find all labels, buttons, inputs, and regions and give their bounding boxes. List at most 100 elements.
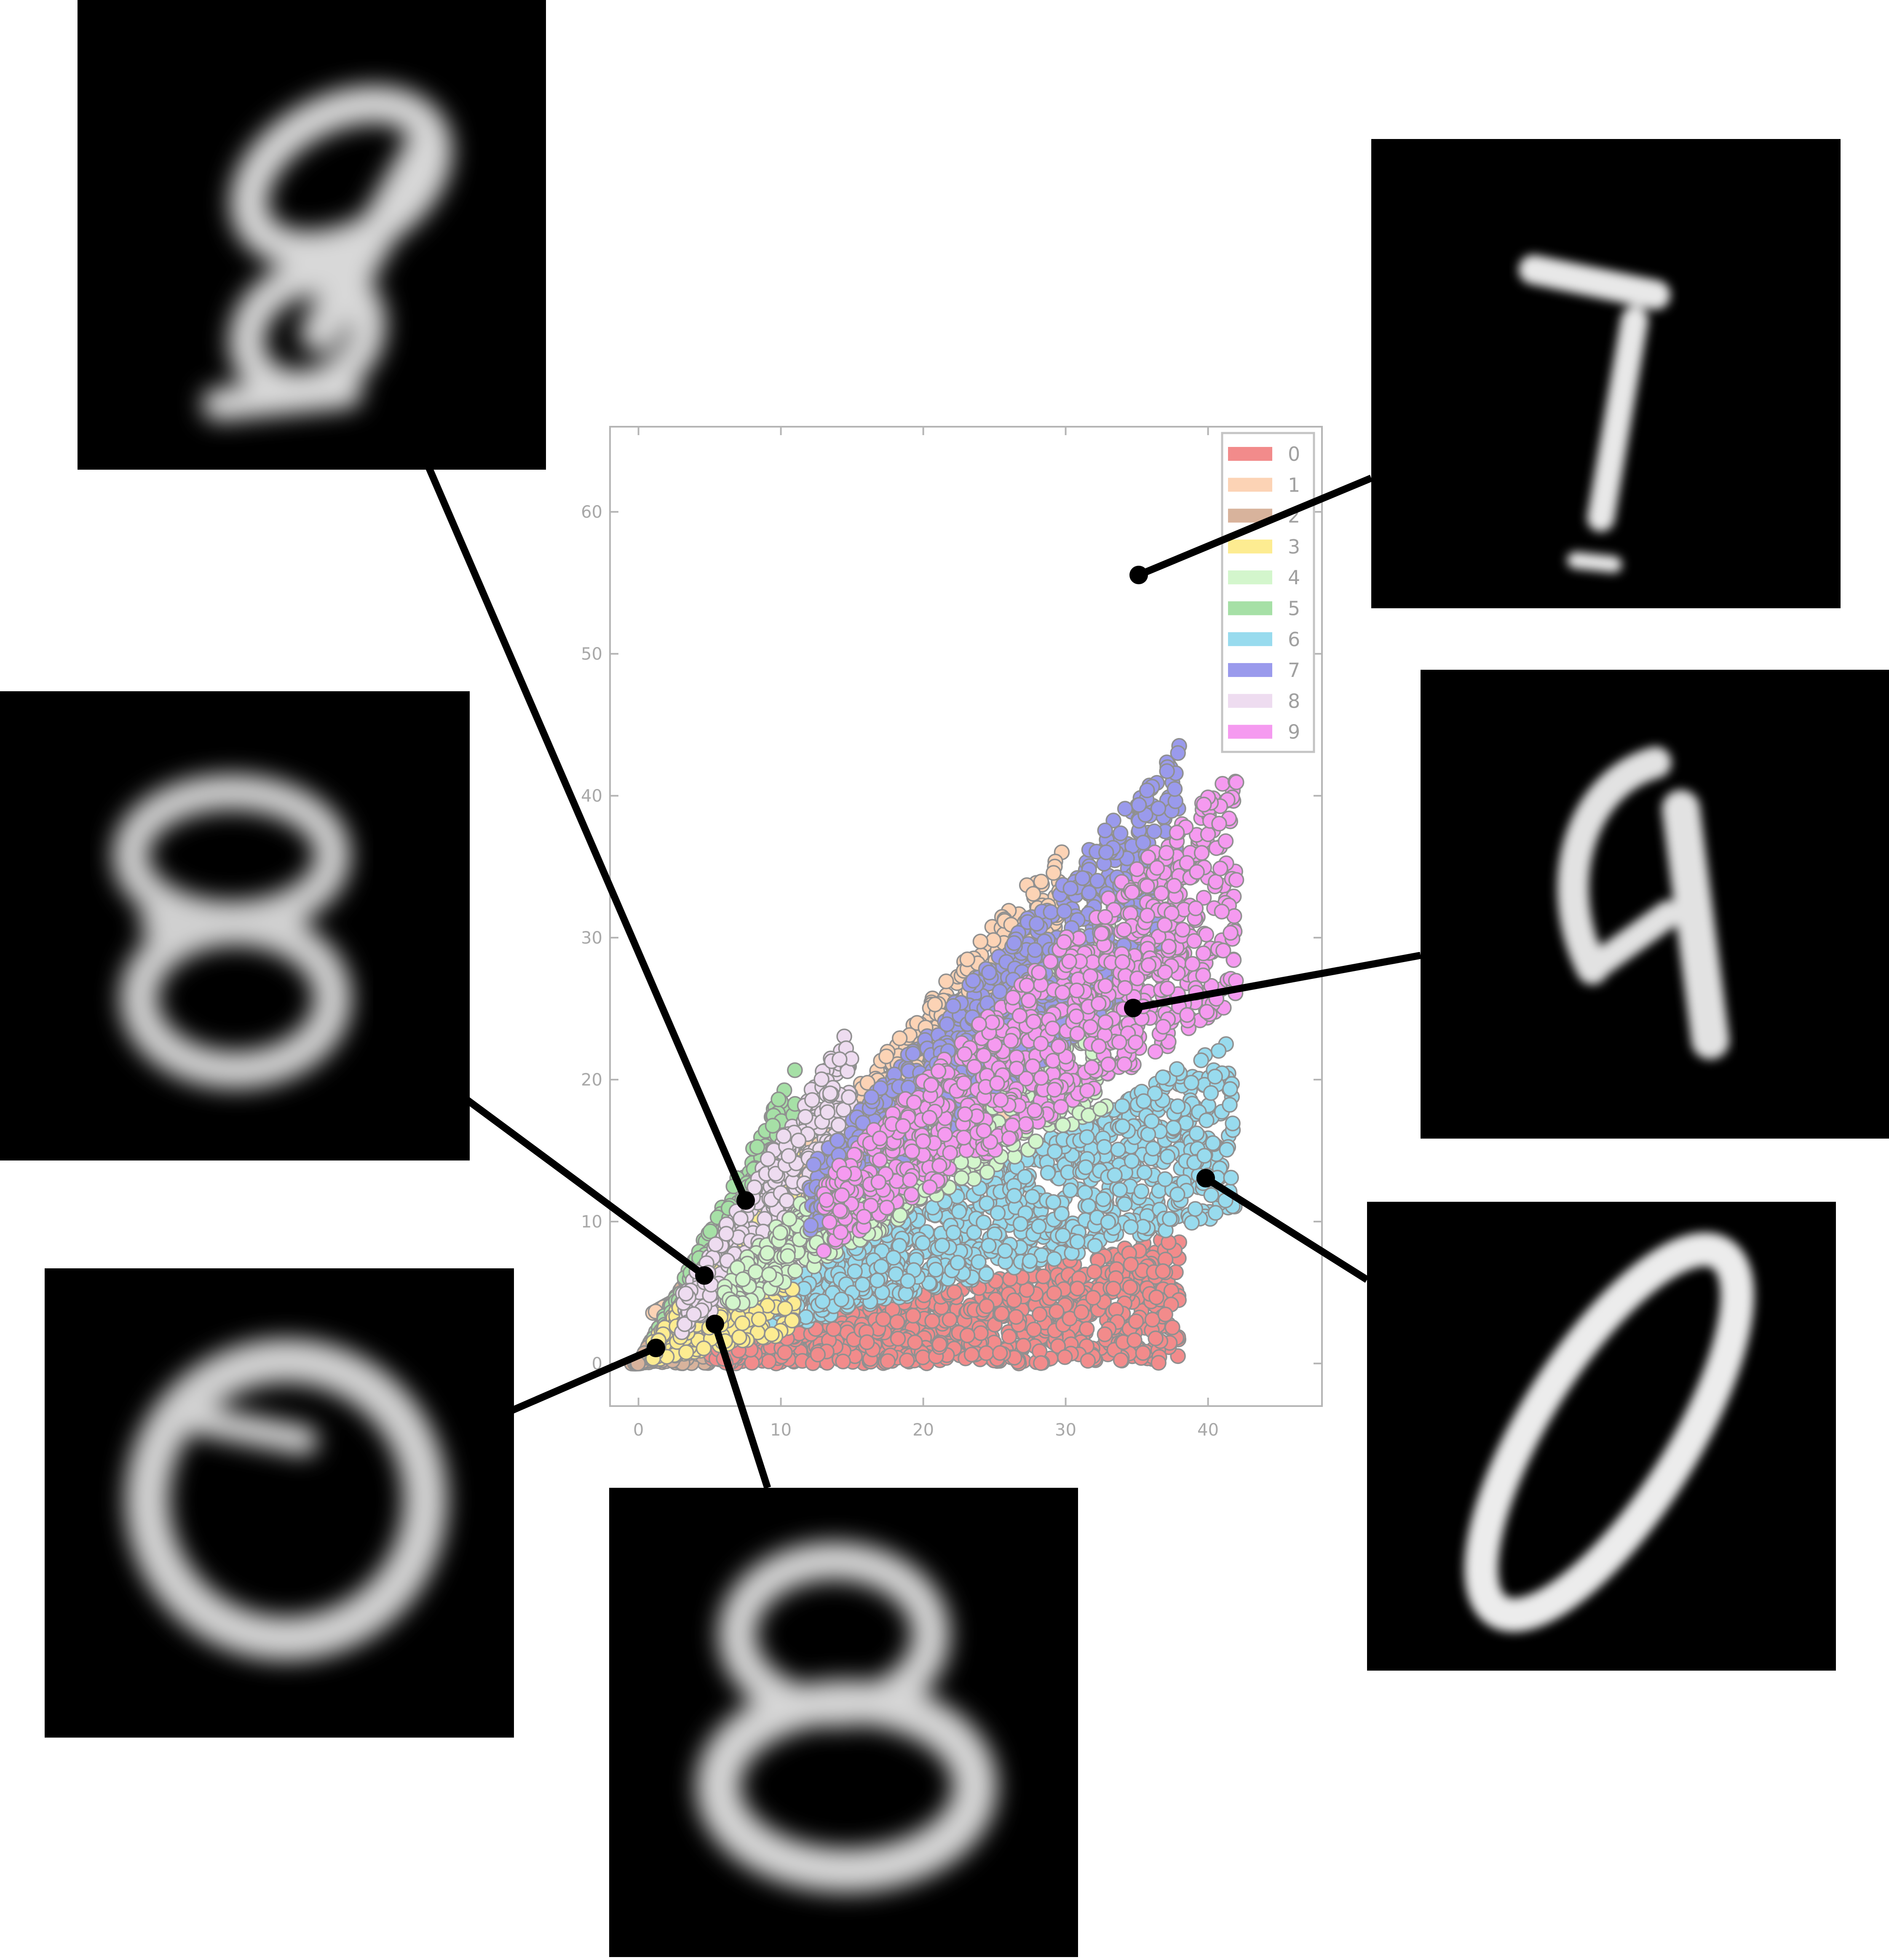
data-point-digit-6 xyxy=(1207,1205,1224,1221)
data-point-digit-6 xyxy=(928,1262,944,1278)
data-point-digit-0 xyxy=(1164,1319,1180,1335)
data-point-digit-6 xyxy=(997,1243,1013,1259)
data-point-digit-0 xyxy=(859,1334,875,1350)
data-point-digit-6 xyxy=(1188,1125,1205,1142)
data-point-digit-6 xyxy=(1110,1142,1126,1158)
data-point-digit-0 xyxy=(973,1325,989,1341)
data-point-digit-6 xyxy=(1136,1093,1152,1109)
data-point-digit-6 xyxy=(1145,1140,1161,1157)
data-point-digit-6 xyxy=(1045,1194,1062,1210)
data-point-digit-0 xyxy=(978,1345,994,1361)
data-point-digit-6 xyxy=(1193,1052,1209,1068)
data-point-digit-6 xyxy=(934,1238,950,1254)
data-point-digit-8 xyxy=(779,1193,795,1209)
data-point-digit-0 xyxy=(1148,1289,1164,1305)
data-point-digit-0 xyxy=(979,1298,995,1314)
data-point-digit-0 xyxy=(907,1334,923,1350)
data-point-digit-6 xyxy=(981,1238,997,1254)
data-point-digit-1 xyxy=(972,933,989,949)
data-point-digit-0 xyxy=(942,1312,958,1328)
data-point-digit-6 xyxy=(1169,1098,1186,1114)
data-point-digit-6 xyxy=(1017,1169,1033,1185)
data-point-digit-6 xyxy=(847,1263,863,1280)
data-point-digit-6 xyxy=(1169,1186,1185,1203)
data-point-digit-6 xyxy=(1114,1098,1130,1114)
data-point-digit-0 xyxy=(1069,1281,1086,1297)
data-point-digit-6 xyxy=(1062,1182,1078,1198)
data-point-digit-0 xyxy=(1085,1290,1101,1306)
data-point-digit-1 xyxy=(1046,865,1062,881)
data-point-digit-6 xyxy=(1078,1159,1094,1175)
data-point-digit-0 xyxy=(1031,1306,1048,1322)
data-point-digit-6 xyxy=(950,1254,966,1271)
data-point-digit-1 xyxy=(985,932,1001,948)
data-point-digit-6 xyxy=(1225,1115,1241,1131)
data-point-digit-1 xyxy=(1033,874,1049,890)
data-point-digit-6 xyxy=(1046,1251,1062,1267)
data-point-digit-6 xyxy=(1187,1201,1204,1217)
data-point-digit-0 xyxy=(1113,1352,1129,1368)
data-point-digit-6 xyxy=(898,1286,914,1302)
data-point-digit-6 xyxy=(1140,1126,1156,1142)
data-point-digit-6 xyxy=(1203,1085,1219,1101)
data-point-digit-3 xyxy=(734,1315,751,1332)
data-point-digit-5 xyxy=(749,1139,765,1155)
data-point-digit-6 xyxy=(1165,1120,1182,1136)
data-point-digit-6 xyxy=(1077,1185,1093,1201)
data-point-digit-6 xyxy=(945,1225,962,1241)
data-point-digit-1 xyxy=(1025,886,1041,902)
data-point-digit-1 xyxy=(959,951,976,968)
data-point-digit-0 xyxy=(1049,1303,1065,1320)
data-point-digit-0 xyxy=(1008,1309,1024,1325)
data-point-digit-0 xyxy=(875,1311,891,1327)
data-point-digit-3 xyxy=(777,1300,793,1317)
data-point-digit-6 xyxy=(1123,1219,1139,1235)
data-point-digit-0 xyxy=(899,1352,915,1369)
data-point-digit-6 xyxy=(1219,1142,1235,1158)
data-point-digit-8 xyxy=(822,1085,838,1102)
data-point-digit-0 xyxy=(1033,1355,1049,1371)
data-point-digit-6 xyxy=(1079,1129,1095,1145)
data-point-digit-6 xyxy=(1184,1215,1200,1231)
data-point-digit-3 xyxy=(696,1340,712,1356)
data-point-digit-0 xyxy=(1073,1304,1089,1320)
data-point-digit-0 xyxy=(835,1353,851,1369)
data-point-digit-8 xyxy=(841,1089,857,1105)
data-point-digit-0 xyxy=(1123,1257,1139,1273)
data-point-digit-0 xyxy=(1151,1355,1167,1371)
data-point-digit-5 xyxy=(771,1091,787,1107)
data-point-digit-6 xyxy=(1100,1214,1116,1230)
data-point-digit-6 xyxy=(1012,1216,1029,1232)
data-point-digit-6 xyxy=(1047,1144,1063,1160)
data-point-digit-0 xyxy=(915,1349,931,1365)
data-point-digit-6 xyxy=(1124,1153,1140,1169)
data-point-digit-0 xyxy=(1035,1268,1052,1284)
data-point-digit-5 xyxy=(787,1062,803,1078)
data-point-digit-8 xyxy=(678,1286,694,1302)
data-point-digit-0 xyxy=(963,1346,980,1363)
data-point-digit-6 xyxy=(1022,1253,1038,1269)
data-point-digit-1 xyxy=(891,1030,908,1046)
data-point-digit-6 xyxy=(976,1214,992,1230)
data-point-digit-6 xyxy=(915,1235,931,1251)
data-point-digit-0 xyxy=(959,1327,976,1343)
data-point-digit-0 xyxy=(1157,1306,1173,1323)
data-point-digit-0 xyxy=(889,1314,905,1330)
data-point-digit-6 xyxy=(1203,1187,1219,1203)
data-point-digit-0 xyxy=(1122,1279,1138,1295)
data-point-digit-6 xyxy=(951,1203,967,1220)
data-point-digit-0 xyxy=(1080,1353,1096,1369)
data-point-digit-1 xyxy=(878,1048,894,1064)
data-point-digit-0 xyxy=(777,1345,793,1361)
data-point-digit-0 xyxy=(1001,1329,1017,1345)
data-point-digit-6 xyxy=(1155,1069,1171,1086)
data-point-digit-6 xyxy=(1087,1238,1103,1254)
data-point-digit-0 xyxy=(1079,1321,1095,1337)
data-point-digit-6 xyxy=(1031,1218,1047,1234)
data-point-digit-6 xyxy=(971,1254,987,1270)
data-point-digit-0 xyxy=(890,1331,906,1347)
data-point-digit-8 xyxy=(686,1306,702,1322)
data-point-digit-0 xyxy=(924,1313,940,1329)
data-point-digit-6 xyxy=(1080,1198,1097,1214)
data-point-digit-6 xyxy=(1222,1081,1238,1097)
